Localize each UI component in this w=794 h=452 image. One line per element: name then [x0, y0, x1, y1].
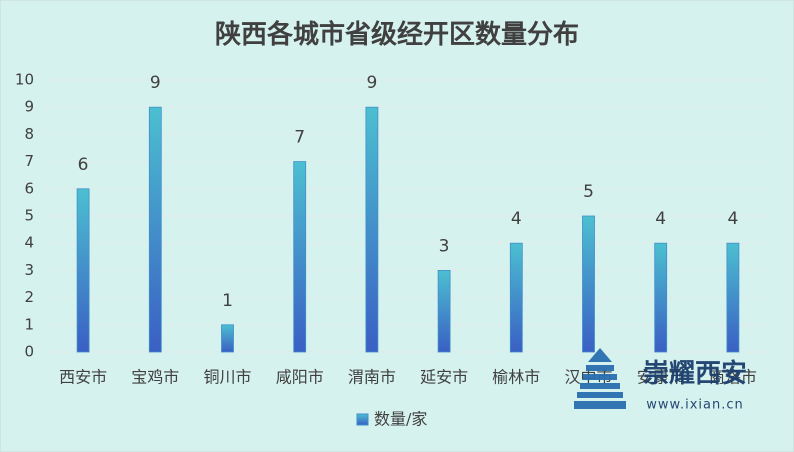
- bar: [726, 242, 740, 353]
- value-label: 3: [439, 236, 450, 256]
- watermark-logo: [574, 348, 626, 409]
- y-tick-label: 1: [24, 315, 34, 333]
- y-tick-label: 4: [24, 234, 34, 252]
- y-tick-label: 8: [24, 125, 34, 143]
- x-tick-label: 安康市: [637, 368, 685, 387]
- bar: [293, 161, 307, 353]
- y-tick-label: 0: [24, 343, 34, 361]
- watermark: 崇耀西安 www.ixian.cn: [574, 348, 747, 413]
- value-label: 4: [511, 209, 522, 229]
- y-tick-label: 7: [24, 152, 34, 170]
- value-label: 5: [583, 182, 594, 202]
- x-tick-label: 延安市: [420, 368, 468, 387]
- bar: [437, 269, 451, 353]
- chart-title: 陕西各城市省级经开区数量分布: [215, 19, 579, 50]
- y-tick-label: 9: [24, 98, 34, 116]
- bar: [654, 242, 668, 353]
- value-label: 4: [727, 209, 738, 229]
- legend-swatch: [356, 413, 369, 426]
- bar: [148, 106, 162, 353]
- value-label: 9: [366, 73, 377, 93]
- value-label: 7: [294, 128, 305, 148]
- bar: [221, 324, 234, 353]
- x-tick-label: 榆林市: [492, 368, 540, 387]
- x-tick-label: 咸阳市: [276, 368, 324, 387]
- bar: [76, 188, 90, 353]
- watermark-brand: 崇耀西安: [643, 359, 747, 389]
- x-tick-label: 渭南市: [348, 368, 396, 387]
- y-tick-label: 5: [24, 207, 34, 225]
- bar: [365, 106, 379, 353]
- value-label: 4: [655, 209, 666, 229]
- bar: [509, 242, 523, 353]
- x-tick-label: 商洛市: [709, 368, 757, 387]
- value-label: 1: [222, 291, 233, 311]
- bar: [582, 215, 595, 353]
- value-label: 6: [78, 155, 89, 175]
- value-label: 9: [150, 73, 161, 93]
- x-tick-label: 铜川市: [203, 368, 251, 387]
- y-tick-label: 6: [24, 179, 34, 197]
- x-tick-label: 宝鸡市: [131, 368, 179, 387]
- x-tick-label: 西安市: [59, 368, 107, 387]
- watermark-url: www.ixian.cn: [646, 398, 743, 413]
- legend-label: 数量/家: [374, 410, 427, 429]
- y-tick-label: 10: [15, 71, 34, 89]
- y-tick-label: 3: [24, 261, 34, 279]
- y-tick-label: 2: [24, 288, 34, 306]
